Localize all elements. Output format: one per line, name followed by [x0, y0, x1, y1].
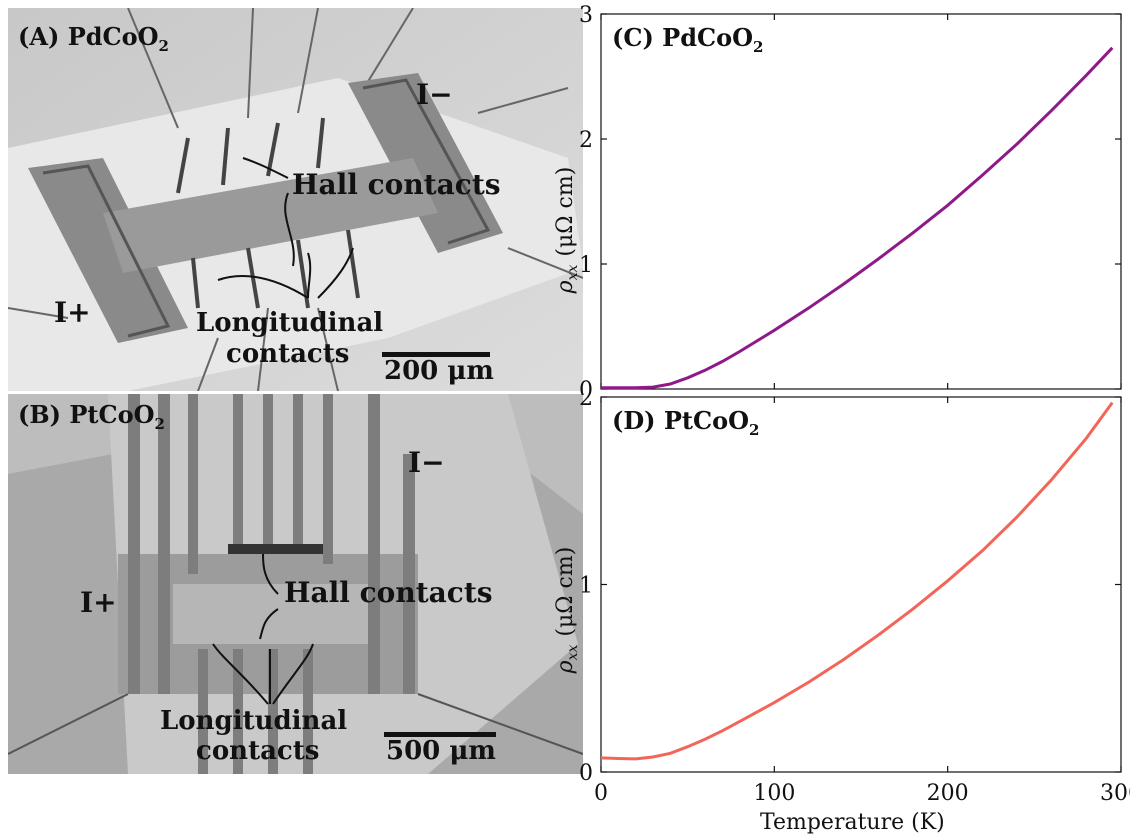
panel-b-scale-bar [384, 732, 496, 737]
panel-a-contacts-label: contacts [226, 339, 350, 369]
chart-d-series-line [600, 401, 1114, 761]
panel-a-scale-label: 200 μm [384, 356, 494, 386]
chart-c-title: (C) PdCoO2 [612, 23, 763, 56]
chart-d-xtick-label-200: 200 [927, 781, 969, 806]
panel-b-i-plus-label: I+ [80, 586, 117, 619]
sem-image-ptcoo2 [8, 394, 583, 774]
chart-c-series-line [601, 46, 1114, 390]
chart-d-ytick-label-2: 2 [579, 395, 593, 411]
chart-c-frame [600, 13, 1122, 390]
chart-d-ytick-label-0: 0 [579, 761, 593, 786]
chart-d-ptcoo2: 0 1 2 0 100 200 300 (D) PtCoO2 ρxx(μΩ cm) [553, 395, 1130, 806]
panel-a-hall-label: Hall contacts [292, 168, 501, 201]
panel-a-i-minus-label: I− [416, 78, 453, 111]
chart-d-xtick-label-0: 0 [594, 781, 608, 806]
panel-b-hall-label: Hall contacts [284, 576, 493, 609]
panel-a-longitudinal-label: Longitudinal [196, 308, 384, 338]
sem-image-ptcoo2-drawing [8, 394, 583, 774]
panel-a-title: (A) PdCoO2 [18, 22, 169, 55]
panel-a-i-plus-label: I+ [54, 296, 91, 329]
chart-c-ytick-label-0: 0 [579, 378, 593, 395]
chart-d-xtick-label-100: 100 [753, 781, 795, 806]
chart-d-title: (D) PtCoO2 [612, 406, 759, 439]
sem-image-pdcoo2 [8, 8, 583, 391]
chart-d-xlabel: Temperature (K) [760, 810, 945, 835]
panel-b-contacts-label: contacts [196, 736, 320, 766]
panel-b-i-minus-label: I− [408, 446, 445, 479]
panel-b-scale-label: 500 μm [386, 736, 496, 766]
panel-b-longitudinal-label: Longitudinal [160, 706, 348, 736]
chart-c-ytick-label-2: 2 [579, 128, 593, 153]
chart-d-frame [600, 396, 1122, 773]
chart-d-ticks: 0 1 2 0 100 200 300 [579, 395, 1130, 806]
chart-c-ticks: 0 1 2 3 [579, 3, 1122, 395]
chart-c-ytick-label-1: 1 [579, 253, 593, 278]
sem-image-pdcoo2-drawing [8, 8, 583, 391]
panel-b-title: (B) PtCoO2 [18, 400, 165, 433]
chart-d-ylabel: ρxx(μΩ cm) [553, 547, 581, 675]
chart-d-ytick-label-1: 1 [579, 574, 593, 599]
chart-c-ytick-label-3: 3 [579, 3, 593, 28]
panel-a-scale-bar [382, 352, 490, 357]
chart-c-pdcoo2: 0 1 2 3 (C) PdCoO2 ρxx(μΩ cm) [553, 3, 1122, 395]
chart-d-xtick-label-300: 300 [1100, 781, 1130, 806]
chart-c-ylabel: ρxx(μΩ cm) [553, 167, 581, 295]
